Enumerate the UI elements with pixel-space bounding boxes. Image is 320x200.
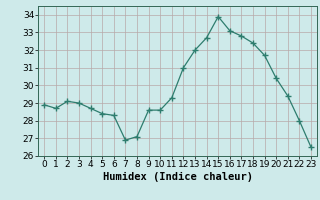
X-axis label: Humidex (Indice chaleur): Humidex (Indice chaleur) — [103, 172, 252, 182]
